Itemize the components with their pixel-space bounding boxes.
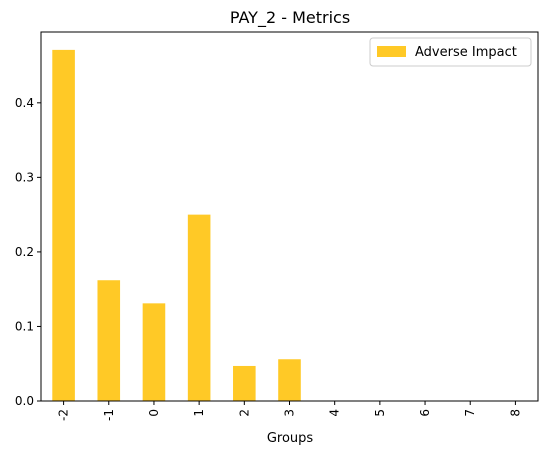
x-tick-label: 8 xyxy=(508,409,522,417)
x-axis-label: Groups xyxy=(267,431,314,446)
x-tick-label: 0 xyxy=(147,409,161,417)
y-tick-label: 0.0 xyxy=(15,394,34,408)
y-tick-label: 0.3 xyxy=(15,170,34,184)
y-tick-label: 0.2 xyxy=(15,245,34,259)
x-tick-label: 2 xyxy=(237,409,251,417)
plot-frame xyxy=(40,31,539,402)
legend-box xyxy=(369,37,532,67)
bar-3 xyxy=(278,359,301,401)
y-tick-label: 0.4 xyxy=(15,96,34,110)
x-axis: -2 -1 0 1 2 3 4 5 6 7 8 xyxy=(57,401,522,421)
x-tick-label: -2 xyxy=(57,409,71,421)
x-tick-label: 6 xyxy=(418,409,432,417)
bar-1 xyxy=(187,214,211,401)
legend-label: Adverse Impact xyxy=(415,45,517,60)
y-tick-label: 0.1 xyxy=(15,319,34,333)
legend-swatch xyxy=(377,46,406,57)
bars-group xyxy=(52,49,301,402)
bar-0 xyxy=(142,303,166,401)
legend: Adverse Impact xyxy=(369,37,532,67)
y-axis: 0.0 0.1 0.2 0.3 0.4 xyxy=(15,96,41,408)
bar--2 xyxy=(52,49,75,402)
chart-title: PAY_2 - Metrics xyxy=(230,8,350,28)
x-tick-label: 5 xyxy=(373,409,387,417)
x-tick-label: 1 xyxy=(192,409,206,417)
x-tick-label: -1 xyxy=(102,409,116,421)
x-tick-label: 3 xyxy=(283,409,297,417)
x-tick-label: 4 xyxy=(328,409,342,417)
bar-2 xyxy=(233,365,256,401)
bar--1 xyxy=(97,280,121,401)
x-tick-label: 7 xyxy=(463,409,477,417)
